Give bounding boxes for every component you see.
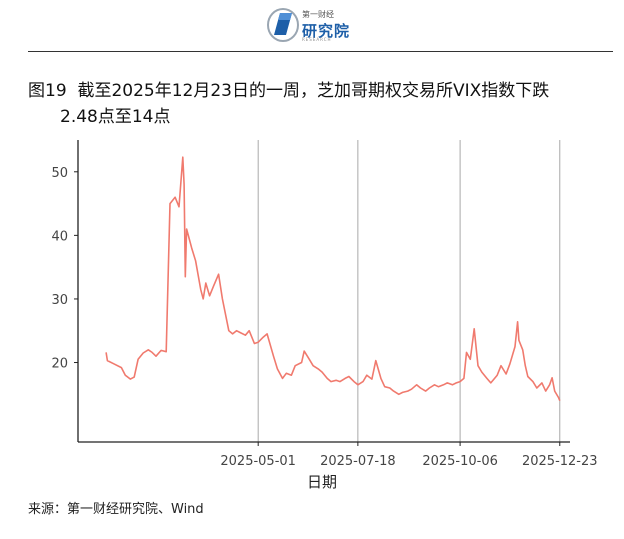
x-axis-label: 日期: [307, 473, 337, 491]
y-tick-label-40: 40: [51, 229, 68, 244]
y-tick-label-20: 20: [51, 357, 68, 372]
y-tick-label-50: 50: [51, 166, 68, 181]
x-tick-label-2025-12-23: 2025-12-23: [522, 454, 598, 469]
series-group: [105, 156, 561, 402]
y-tick-label-30: 30: [51, 293, 68, 308]
logo-sub-text: RESEARCH: [302, 37, 332, 42]
figure-title-line1: 截至2025年12月23日的一周，芝加哥期权交易所VIX指数下跌: [77, 81, 550, 101]
series-line-0: [105, 156, 561, 402]
header-divider: [28, 51, 613, 52]
figure-title: 图19 截至2025年12月23日的一周，芝加哥期权交易所VIX指数下跌 2.4…: [28, 78, 608, 130]
reference-lines: [257, 140, 561, 442]
logo-top-text: 第一财经: [302, 10, 334, 19]
x-tick-label-2025-10-06: 2025-10-06: [422, 454, 498, 469]
x-tick-label-2025-05-01: 2025-05-01: [220, 454, 296, 469]
logo-name: 研究院: [302, 22, 351, 40]
x-axis-ticks: 2025-05-01 2025-07-18 2025-10-06 2025-12-23: [220, 442, 598, 469]
logo-emblem-icon: [267, 8, 299, 42]
figure-title-line2: 2.48点至14点: [60, 107, 171, 127]
source-note: 来源：第一财经研究院、Wind: [28, 502, 204, 517]
y-axis-ticks: 20 30 40 50: [51, 166, 78, 372]
brand-logo: 第一财经 研究院 RESEARCH: [266, 6, 356, 44]
figure-number: 图19: [28, 81, 67, 101]
x-tick-label-2025-07-18: 2025-07-18: [320, 454, 396, 469]
chart-axes: [77, 140, 570, 443]
